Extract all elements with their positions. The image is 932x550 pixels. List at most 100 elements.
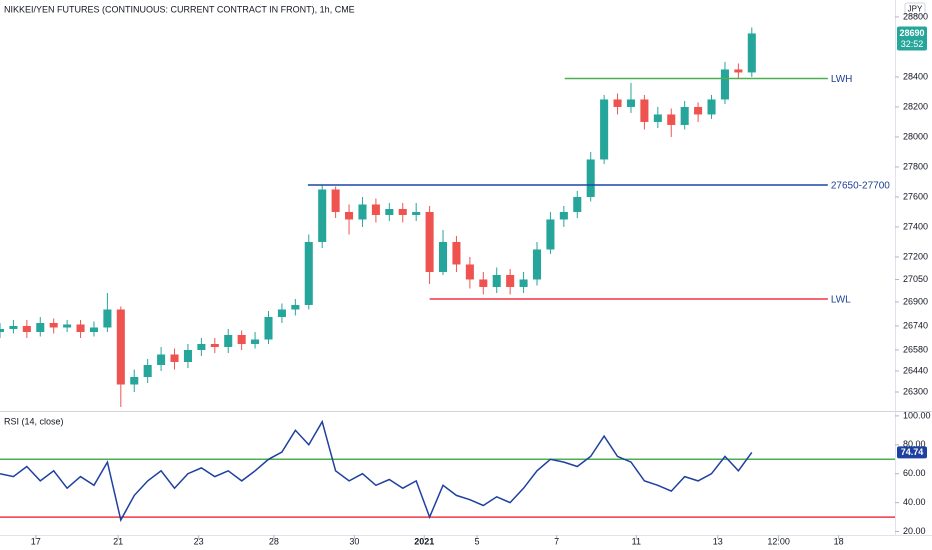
x-tick-label: 13 xyxy=(713,536,723,546)
candle-body xyxy=(76,324,85,332)
candle-body xyxy=(49,322,58,328)
x-tick-label: 28 xyxy=(269,536,279,546)
x-tick-label: 7 xyxy=(554,536,559,546)
rsi-tag xyxy=(897,446,927,459)
currency-box[interactable] xyxy=(904,2,926,16)
candle-body xyxy=(506,274,515,287)
candle-body xyxy=(371,204,380,215)
candle-body xyxy=(653,114,662,122)
y-tick-label: 27200 xyxy=(903,251,928,261)
candle-body xyxy=(479,279,488,287)
candle-body xyxy=(640,99,649,122)
candle-body xyxy=(103,309,112,328)
candle-body xyxy=(385,208,394,215)
x-tick-label: 11 xyxy=(632,536,641,546)
y-tick-label: 80.00 xyxy=(903,439,926,449)
candle-body xyxy=(116,309,125,385)
x-tick-label: 18 xyxy=(834,536,844,546)
candle-body xyxy=(291,304,300,310)
candle-body xyxy=(626,99,636,107)
currency: JPY xyxy=(908,5,923,14)
x-tick-label: 12:00 xyxy=(767,536,790,546)
y-tick-label: 28800 xyxy=(903,11,928,21)
level-label: 27650-27700 xyxy=(831,181,890,192)
candle-body xyxy=(680,106,689,125)
candle-body xyxy=(532,249,542,280)
y-tick-label: 26300 xyxy=(903,386,928,396)
candle-body xyxy=(183,349,192,362)
candle-body xyxy=(224,334,233,347)
y-tick-label: 27600 xyxy=(903,191,928,201)
candle-body xyxy=(331,189,340,212)
y-tick-label: 26440 xyxy=(903,365,928,375)
candle-body xyxy=(492,274,501,287)
x-tick-label: 2021 xyxy=(414,536,434,546)
last-price-tag xyxy=(897,26,927,51)
candle-body xyxy=(694,106,703,115)
candle-body xyxy=(157,354,166,365)
countdown: 32:52 xyxy=(901,39,924,49)
level-label: LWL xyxy=(831,295,851,306)
y-tick-label: 28400 xyxy=(903,71,928,81)
candle-body xyxy=(720,69,729,100)
candle-body xyxy=(452,241,461,265)
candle-body xyxy=(318,189,327,242)
candle-body xyxy=(345,211,354,220)
candle-body xyxy=(425,211,434,272)
candle-body xyxy=(36,322,45,332)
candle-body xyxy=(9,325,18,329)
y-tick-label: 60.00 xyxy=(903,468,926,478)
candle-body xyxy=(465,264,474,280)
y-tick-label: 28000 xyxy=(903,131,928,141)
x-tick-label: 23 xyxy=(194,536,204,546)
x-tick-label: 5 xyxy=(475,536,480,546)
level-label: LWH xyxy=(831,74,852,85)
y-tick-label: 27400 xyxy=(903,221,928,231)
y-tick-label: 26900 xyxy=(903,296,928,306)
y-tick-label: 27050 xyxy=(903,274,928,284)
candle-body xyxy=(573,196,582,212)
candle-body xyxy=(89,327,99,332)
candle-body xyxy=(586,159,595,197)
candle-body xyxy=(707,99,716,115)
candle-body xyxy=(734,69,743,73)
last-price: 28690 xyxy=(899,28,924,38)
candle-body xyxy=(264,316,273,340)
candle-body xyxy=(546,219,555,250)
candle-body xyxy=(613,99,622,107)
candle-body xyxy=(600,99,609,160)
candle-body xyxy=(237,334,246,344)
candle-body xyxy=(747,33,756,73)
candle-body xyxy=(412,211,421,215)
candle-body xyxy=(0,328,5,332)
candle-body xyxy=(251,339,260,344)
y-tick-label: 26740 xyxy=(903,320,928,330)
candle-body xyxy=(438,241,448,272)
chart-title: NIKKEI/YEN FUTURES (CONTINUOUS: CURRENT … xyxy=(4,4,355,14)
candle-body xyxy=(22,325,31,332)
x-tick-label: 30 xyxy=(349,536,359,546)
x-tick-label: 17 xyxy=(31,536,41,546)
x-tick-label: 21 xyxy=(113,536,123,546)
candle-body xyxy=(197,343,206,350)
candle-body xyxy=(559,211,568,220)
candle-body xyxy=(143,364,152,377)
candle-body xyxy=(519,279,528,287)
candle-body xyxy=(358,204,367,220)
candle-body xyxy=(63,324,72,328)
y-tick-label: 100.00 xyxy=(903,410,931,420)
rsi-line xyxy=(0,419,753,523)
candle-body xyxy=(304,241,313,305)
candle-body xyxy=(210,343,219,347)
y-tick-label: 27800 xyxy=(903,161,928,171)
rsi-value: 74.74 xyxy=(901,447,924,457)
rsi-title: RSI (14, close) xyxy=(4,416,64,426)
candle-body xyxy=(667,114,676,125)
y-tick-label: 28200 xyxy=(903,101,928,111)
y-tick-label: 40.00 xyxy=(903,497,926,507)
y-tick-label: 26580 xyxy=(903,344,928,354)
candle-body xyxy=(277,309,286,317)
candle-body xyxy=(130,376,139,385)
y-tick-label: 20.00 xyxy=(903,526,926,536)
